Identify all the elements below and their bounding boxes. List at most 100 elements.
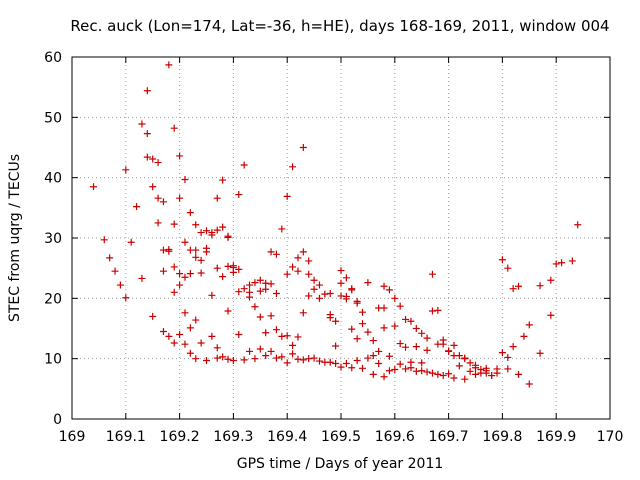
data-point [289,341,297,349]
data-point [359,308,367,316]
data-point [181,309,189,317]
data-point [520,332,528,340]
x-tick-label: 169.2 [160,429,200,445]
data-point [326,314,334,322]
data-point [278,225,286,233]
data-point [407,364,415,372]
data-point [418,329,426,337]
y-tick-label: 10 [44,352,62,368]
data-point [262,352,270,360]
data-point [385,286,393,294]
data-point [176,331,184,339]
data-point [369,370,377,378]
data-point [219,353,227,361]
data-point [493,365,501,373]
data-point [267,248,275,256]
data-point [536,282,544,290]
y-tick-label: 50 [44,110,62,126]
data-point [305,257,313,265]
data-point [208,229,216,237]
y-tick-label: 60 [44,50,62,66]
data-point [547,276,555,284]
data-point [348,364,356,372]
y-tick-label: 0 [53,412,62,428]
data-point [213,344,221,352]
data-point [299,356,307,364]
data-point [272,326,280,334]
data-point [525,380,533,388]
data-point [149,155,157,163]
data-point [412,325,420,332]
data-point [574,221,582,229]
data-point [192,355,200,363]
data-point [213,194,221,202]
data-point [143,153,151,161]
data-point [359,364,367,372]
data-point [159,328,167,336]
data-point [90,183,98,191]
data-point [289,163,297,171]
data-point [515,282,523,290]
data-point [289,263,297,271]
data-point [315,281,323,289]
data-point [246,288,254,296]
data-point [154,219,162,227]
y-tick-label: 40 [44,171,62,187]
data-point [504,353,512,361]
data-point [482,367,490,375]
data-point [170,220,178,228]
data-point [396,340,404,348]
data-point [428,307,436,315]
data-point [428,369,436,377]
data-point [332,342,340,350]
data-point [380,282,388,290]
data-point [439,372,447,380]
data-point [364,354,372,362]
data-point [536,349,544,357]
data-point [385,352,393,360]
data-point [272,250,280,258]
data-point [461,375,469,383]
data-point [251,279,259,287]
data-point [197,256,205,264]
data-point [558,259,566,267]
chart-title: Rec. auck (Lon=174, Lat=-36, h=HE), days… [70,17,609,35]
data-point [224,307,232,315]
data-point [192,253,200,261]
data-point [348,325,356,333]
data-point [364,279,372,287]
data-point [176,270,184,278]
data-point [235,265,243,273]
data-point [380,373,388,381]
data-point [359,320,367,328]
data-point [391,366,399,374]
data-point [299,309,307,317]
data-point [342,359,350,367]
x-tick-label: 169.7 [429,429,469,445]
data-point [203,248,210,256]
data-point [434,370,442,378]
data-point [267,312,275,320]
data-point [305,292,313,300]
data-point [294,333,302,341]
data-point [224,355,232,363]
data-point [353,335,361,343]
data-point [165,247,173,255]
data-point [369,352,377,360]
data-point [466,367,474,375]
data-point [176,194,184,202]
data-point [455,362,463,370]
data-point [278,332,286,340]
data-point [380,304,388,312]
data-point [106,254,114,262]
data-point [445,370,453,378]
data-point [154,194,162,202]
data-point [224,233,232,241]
data-point [229,264,237,272]
data-point [111,267,119,275]
data-point [154,159,162,167]
data-point [402,315,410,323]
data-point [391,294,399,302]
data-point [235,191,243,199]
